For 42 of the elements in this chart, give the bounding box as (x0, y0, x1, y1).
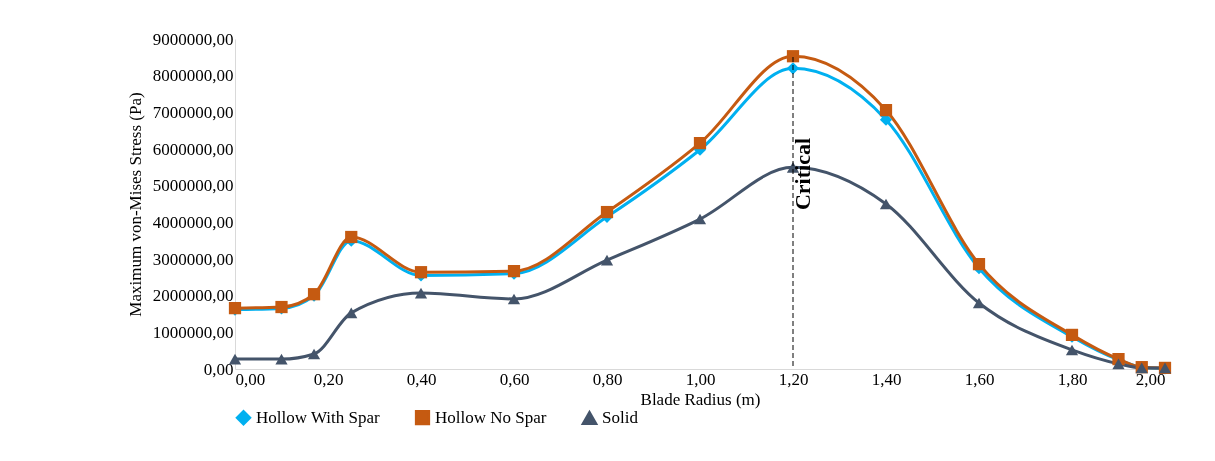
point (693, 213, 707, 225)
y-axis-title: Maximum von-Mises Stress (Pa) (125, 92, 145, 317)
x-tick-label: 0,40 (406, 369, 437, 389)
point (1065, 344, 1079, 356)
legend-label: Hollow With Spar (256, 407, 380, 427)
y-tick-label: 5000000,00 (152, 176, 234, 196)
y-tick-label: 2000000,00 (152, 286, 234, 306)
x-tick-label: 0,80 (592, 369, 623, 389)
x-tick-label: 1,80 (1057, 369, 1088, 389)
x-tick-label: 0,00 (235, 369, 266, 389)
point (345, 230, 358, 244)
x-tick-label: 0,20 (313, 369, 344, 389)
point (228, 353, 242, 365)
point (414, 287, 428, 299)
y-tick-label: 6000000,00 (152, 139, 234, 159)
point (307, 348, 321, 360)
x-tick-label: 0,60 (499, 369, 530, 389)
point (600, 205, 614, 219)
x-tick-label: 1,40 (871, 369, 902, 389)
point (879, 104, 893, 117)
x-tick-label: 2,00 (1135, 369, 1166, 389)
point (972, 297, 986, 309)
y-tick-label: 8000000,00 (152, 66, 234, 86)
legend-label: Hollow No Spar (435, 407, 547, 427)
point (507, 293, 521, 305)
x-axis-title: Blade Radius (m) (640, 389, 761, 409)
point (275, 353, 288, 365)
x-tick-label: 1,20 (778, 369, 809, 389)
x-tick-label: 1,60 (964, 369, 995, 389)
point (600, 254, 614, 266)
point (972, 258, 986, 271)
y-tick-label: 4000000,00 (152, 212, 234, 232)
point (1112, 358, 1125, 370)
ref-line-label: Critical (790, 137, 815, 211)
y-tick-label: 9000000,00 (152, 29, 234, 49)
y-tick-label: 7000000,00 (152, 102, 234, 122)
y-tick-label: 1000000,00 (152, 322, 234, 342)
point (879, 198, 893, 210)
x-tick-label: 1,00 (685, 369, 716, 389)
y-tick-label: 3000000,00 (152, 249, 234, 269)
legend-label: Solid (602, 408, 639, 428)
point (693, 137, 707, 150)
